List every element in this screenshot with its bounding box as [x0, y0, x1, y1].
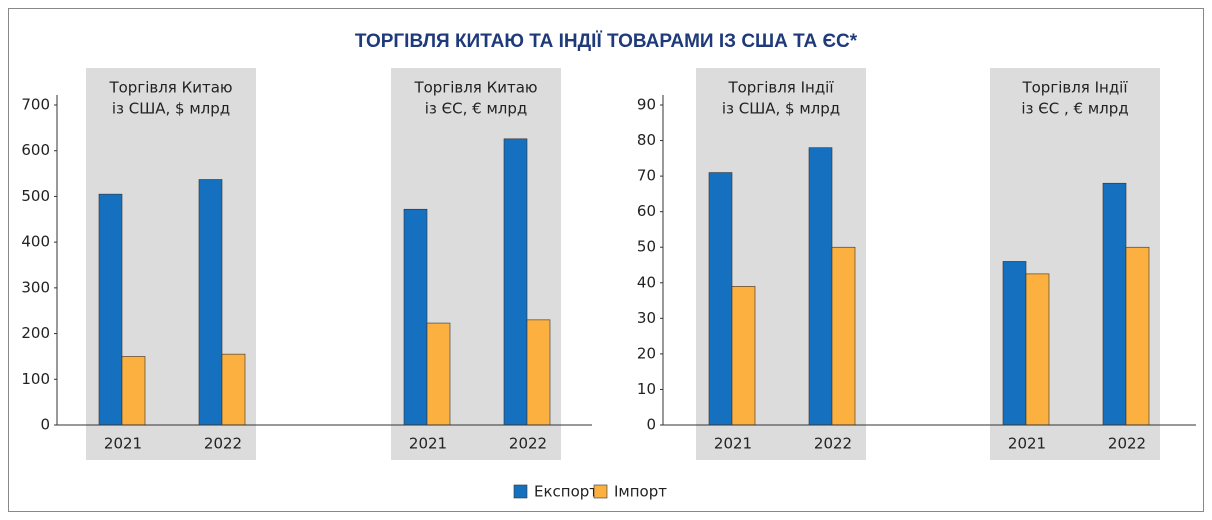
x-tick-label: 2022: [1108, 435, 1146, 453]
y-tick-label: 90: [637, 96, 656, 114]
bar: [1025, 273, 1050, 426]
bar: [503, 138, 528, 426]
y-tick-label: 600: [21, 141, 50, 159]
y-tick-label: 200: [21, 324, 50, 342]
y-tick-label: 700: [21, 96, 50, 114]
chart-title: ТОРГІВЛЯ КИТАЮ ТА ІНДІЇ ТОВАРАМИ ІЗ США …: [355, 31, 858, 52]
bar: [1102, 182, 1127, 426]
y-tick-label: 30: [637, 309, 656, 327]
group-label: із ЄС , € млрд: [1021, 100, 1128, 118]
y-tick-label: 70: [637, 167, 656, 185]
group-label: Торгівля Індії: [1021, 79, 1128, 97]
legend-swatch: [593, 484, 608, 499]
x-tick-label: 2022: [204, 435, 242, 453]
bar: [831, 246, 856, 426]
x-tick-label: 2021: [104, 435, 142, 453]
bar: [526, 319, 551, 426]
y-tick-label: 40: [637, 273, 656, 291]
x-tick-label: 2021: [409, 435, 447, 453]
bar: [731, 286, 756, 426]
x-tick-label: 2021: [714, 435, 752, 453]
y-tick-label: 400: [21, 233, 50, 251]
bar: [1125, 246, 1150, 426]
bar: [198, 179, 223, 426]
y-tick-label: 300: [21, 278, 50, 296]
group-label: із США, $ млрд: [112, 100, 230, 118]
bar: [1002, 261, 1027, 426]
y-tick-label: 50: [637, 238, 656, 256]
legend-swatch: [513, 484, 528, 499]
y-tick-label: 80: [637, 131, 656, 149]
bar: [121, 356, 146, 426]
bar: [403, 208, 428, 426]
group-label: Торгівля Китаю: [108, 79, 232, 97]
y-tick-label: 100: [21, 370, 50, 388]
group-label: Торгівля Китаю: [413, 79, 537, 97]
bar: [98, 193, 123, 426]
y-tick-label: 60: [637, 202, 656, 220]
bar: [808, 147, 833, 426]
group-label: із США, $ млрд: [722, 100, 840, 118]
y-tick-label: 500: [21, 187, 50, 205]
x-tick-label: 2022: [814, 435, 852, 453]
y-tick-label: 0: [40, 416, 50, 434]
group-label: із ЄС, € млрд: [425, 100, 528, 118]
bar: [426, 322, 451, 426]
x-tick-label: 2021: [1008, 435, 1046, 453]
legend-label: Експорт: [534, 483, 598, 501]
y-tick-label: 20: [637, 344, 656, 362]
bar: [221, 353, 246, 426]
group-label: Торгівля Індії: [727, 79, 834, 97]
bar: [708, 172, 733, 426]
legend-label: Імпорт: [614, 483, 667, 501]
x-tick-label: 2022: [509, 435, 547, 453]
y-tick-label: 10: [637, 380, 656, 398]
y-tick-label: 0: [646, 416, 656, 434]
